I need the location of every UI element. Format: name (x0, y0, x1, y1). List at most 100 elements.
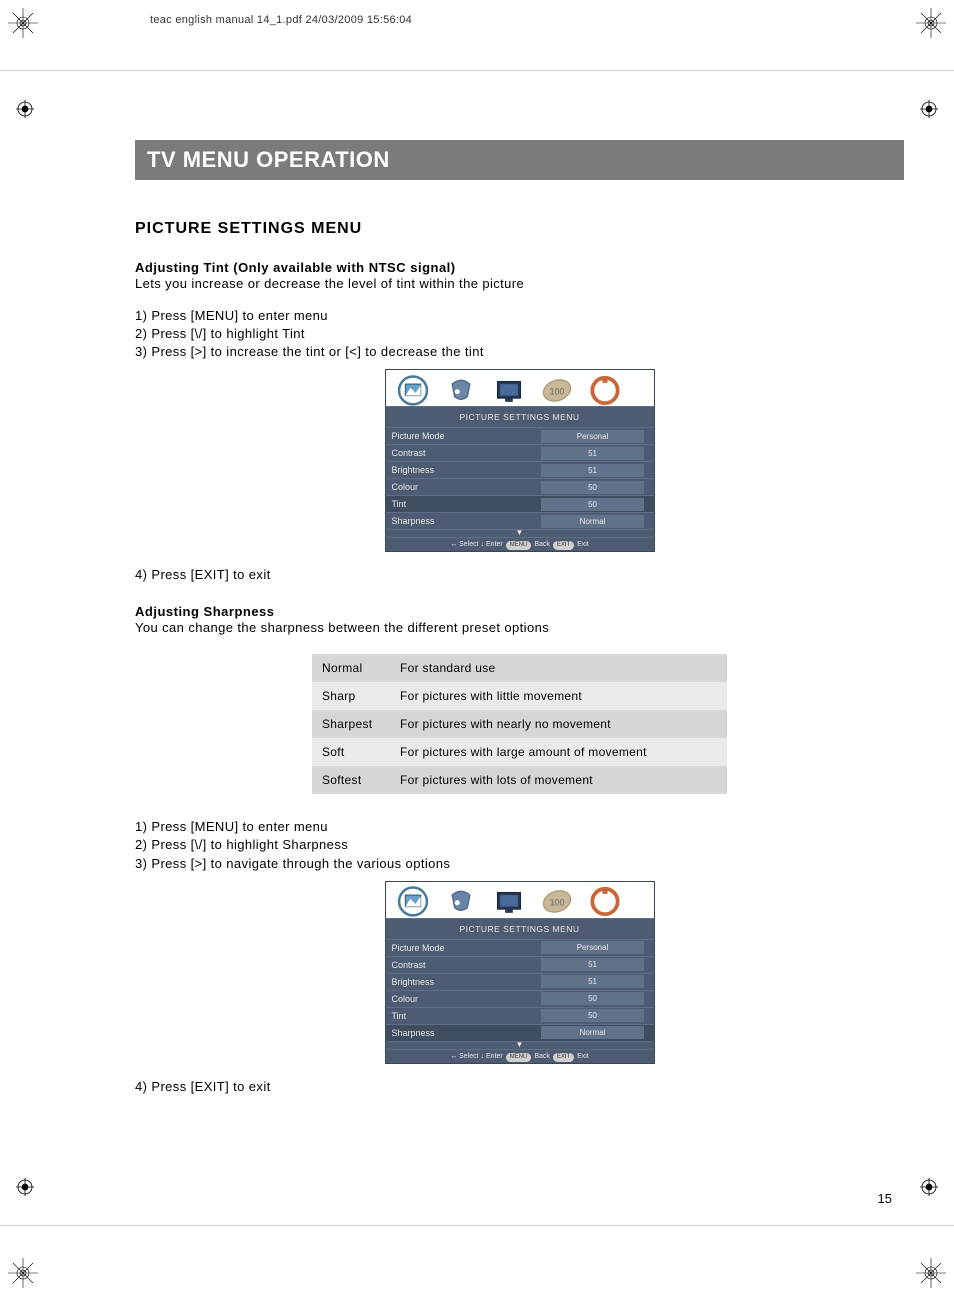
osd-row: Contrast 51 (386, 956, 654, 973)
power-tab-icon (586, 375, 624, 405)
footer-exit: Exit (577, 541, 589, 548)
osd-row-value: 50 (541, 1009, 645, 1022)
osd-row-value: 51 (541, 464, 645, 477)
osd-row-value-container: Personal (532, 428, 654, 444)
sharpness-mode-cell: Sharpest (312, 710, 390, 738)
section-title: PICTURE SETTINGS MENU (135, 220, 904, 238)
osd-title: PICTURE SETTINGS MENU (386, 918, 654, 939)
chevron-down-icon: ▼ (386, 1041, 654, 1049)
registration-target-icon (16, 1178, 34, 1196)
osd-row-value: 50 (541, 481, 645, 494)
menu-pill: MENU (506, 541, 532, 550)
osd-row-label: Contrast (386, 957, 532, 973)
osd-screenshot-sharpness: 100 PICTURE SETTINGS MENUPicture ModePers… (385, 881, 655, 1064)
registration-mark-icon (916, 8, 946, 38)
footer-back: Back (534, 1053, 550, 1060)
sharpness-steps: 1) Press [MENU] to enter menu 2) Press [… (135, 818, 904, 873)
osd-row-label: Tint (386, 496, 532, 512)
sharpness-desc-cell: For pictures with little movement (390, 682, 727, 710)
osd-row-value: 50 (541, 498, 645, 511)
osd-row: Picture ModePersonal (386, 939, 654, 956)
osd-row-value: 51 (541, 447, 645, 460)
crop-line (0, 70, 954, 71)
display-tab-icon (490, 887, 528, 917)
exit-pill: EXIT (553, 541, 574, 550)
osd-row: Tint 50 (386, 495, 654, 512)
footer-select: Select (459, 1053, 478, 1060)
osd-row: Brightness 51 (386, 973, 654, 990)
sharpness-desc-cell: For pictures with lots of movement (390, 766, 727, 794)
osd-row-value: 51 (541, 975, 645, 988)
osd-row-value: Normal (541, 515, 645, 528)
tint-subhead: Adjusting Tint (Only available with NTSC… (135, 260, 904, 275)
osd-row-value: Normal (541, 1026, 645, 1039)
osd-row: Picture Mode Personal (386, 427, 654, 444)
osd-row-value-container: 50 (532, 1008, 654, 1024)
nav-arrows-icon: ↔ (450, 1053, 457, 1060)
sharpness-desc-cell: For pictures with nearly no movement (390, 710, 727, 738)
sharpness-desc-cell: For pictures with large amount of moveme… (390, 738, 727, 766)
osd-row: Brightness51 (386, 461, 654, 478)
footer-enter: Enter (486, 541, 503, 548)
tint-exit: 4) Press [EXIT] to exit (135, 566, 904, 584)
osd-tabs: 100 (386, 370, 654, 406)
osd-row-label: Sharpness (386, 1025, 532, 1041)
audio-tab-icon (442, 375, 480, 405)
osd-tabs: 100 (386, 882, 654, 918)
osd-footer: ↔ Select ↓ Enter MENU Back EXIT Exit (386, 1049, 654, 1063)
nav-arrows-icon: ↔ (450, 541, 457, 548)
step-text: 3) Press [>] to navigate through the var… (135, 855, 904, 873)
osd-row-value-container: Normal (532, 1025, 654, 1041)
osd-row-value: Personal (541, 430, 645, 443)
table-row: SharpestFor pictures with nearly no move… (312, 710, 727, 738)
down-arrow-icon: ↓ (481, 1053, 485, 1060)
osd-footer: ↔ Select ↓ Enter MENU Back EXIT Exit (386, 537, 654, 551)
osd-row: Sharpness Normal (386, 1024, 654, 1041)
menu-pill: MENU (506, 1053, 532, 1062)
osd-screenshot-tint: 100PICTURE SETTINGS MENUPicture ModePers… (385, 369, 655, 552)
page-content: TV MENU OPERATION PICTURE SETTINGS MENU … (135, 140, 904, 1246)
osd-row-value-container: 51 (532, 445, 654, 461)
registration-mark-icon (8, 1258, 38, 1288)
osd-row: Contrast51 (386, 444, 654, 461)
sharpness-subhead: Adjusting Sharpness (135, 604, 904, 619)
osd-row-value: 51 (541, 958, 645, 971)
time-tab-icon: 100 (538, 887, 576, 917)
osd-row-value-container: 50 (532, 496, 654, 512)
step-text: 2) Press [\/] to highlight Tint (135, 325, 904, 343)
sharpness-exit: 4) Press [EXIT] to exit (135, 1078, 904, 1096)
osd-row-value-container: Personal (532, 940, 654, 956)
document-header-meta: teac english manual 14_1.pdf 24/03/2009 … (150, 14, 412, 26)
picture-tab-icon (394, 375, 432, 405)
step-text: 2) Press [\/] to highlight Sharpness (135, 836, 904, 854)
osd-row: Colour 50 (386, 990, 654, 1007)
svg-text:100: 100 (549, 898, 564, 908)
osd-row-value-container: 51 (532, 462, 654, 478)
osd-row-value: 50 (541, 992, 645, 1005)
osd-row-label: Sharpness (386, 513, 532, 529)
registration-mark-icon (8, 8, 38, 38)
osd-row-value: Personal (541, 941, 645, 954)
audio-tab-icon (442, 887, 480, 917)
down-arrow-icon: ↓ (481, 541, 485, 548)
osd-row: Colour 50 (386, 478, 654, 495)
sharpness-mode-cell: Normal (312, 654, 390, 682)
title-bar: TV MENU OPERATION (135, 140, 904, 180)
table-row: SoftestFor pictures with lots of movemen… (312, 766, 727, 794)
osd-row: Sharpness Normal (386, 512, 654, 529)
step-text: 3) Press [>] to increase the tint or [<]… (135, 343, 904, 361)
registration-target-icon (920, 100, 938, 118)
osd-row-label: Colour (386, 479, 532, 495)
sharpness-desc-cell: For standard use (390, 654, 727, 682)
time-tab-icon: 100 (538, 375, 576, 405)
page-title: TV MENU OPERATION (147, 147, 892, 173)
osd-row-label: Picture Mode (386, 428, 532, 444)
osd-row-label: Brightness (386, 974, 532, 990)
registration-target-icon (16, 100, 34, 118)
registration-mark-icon (916, 1258, 946, 1288)
sharpness-mode-cell: Sharp (312, 682, 390, 710)
tint-desc: Lets you increase or decrease the level … (135, 275, 904, 293)
display-tab-icon (490, 375, 528, 405)
table-row: NormalFor standard use (312, 654, 727, 682)
osd-row-label: Colour (386, 991, 532, 1007)
